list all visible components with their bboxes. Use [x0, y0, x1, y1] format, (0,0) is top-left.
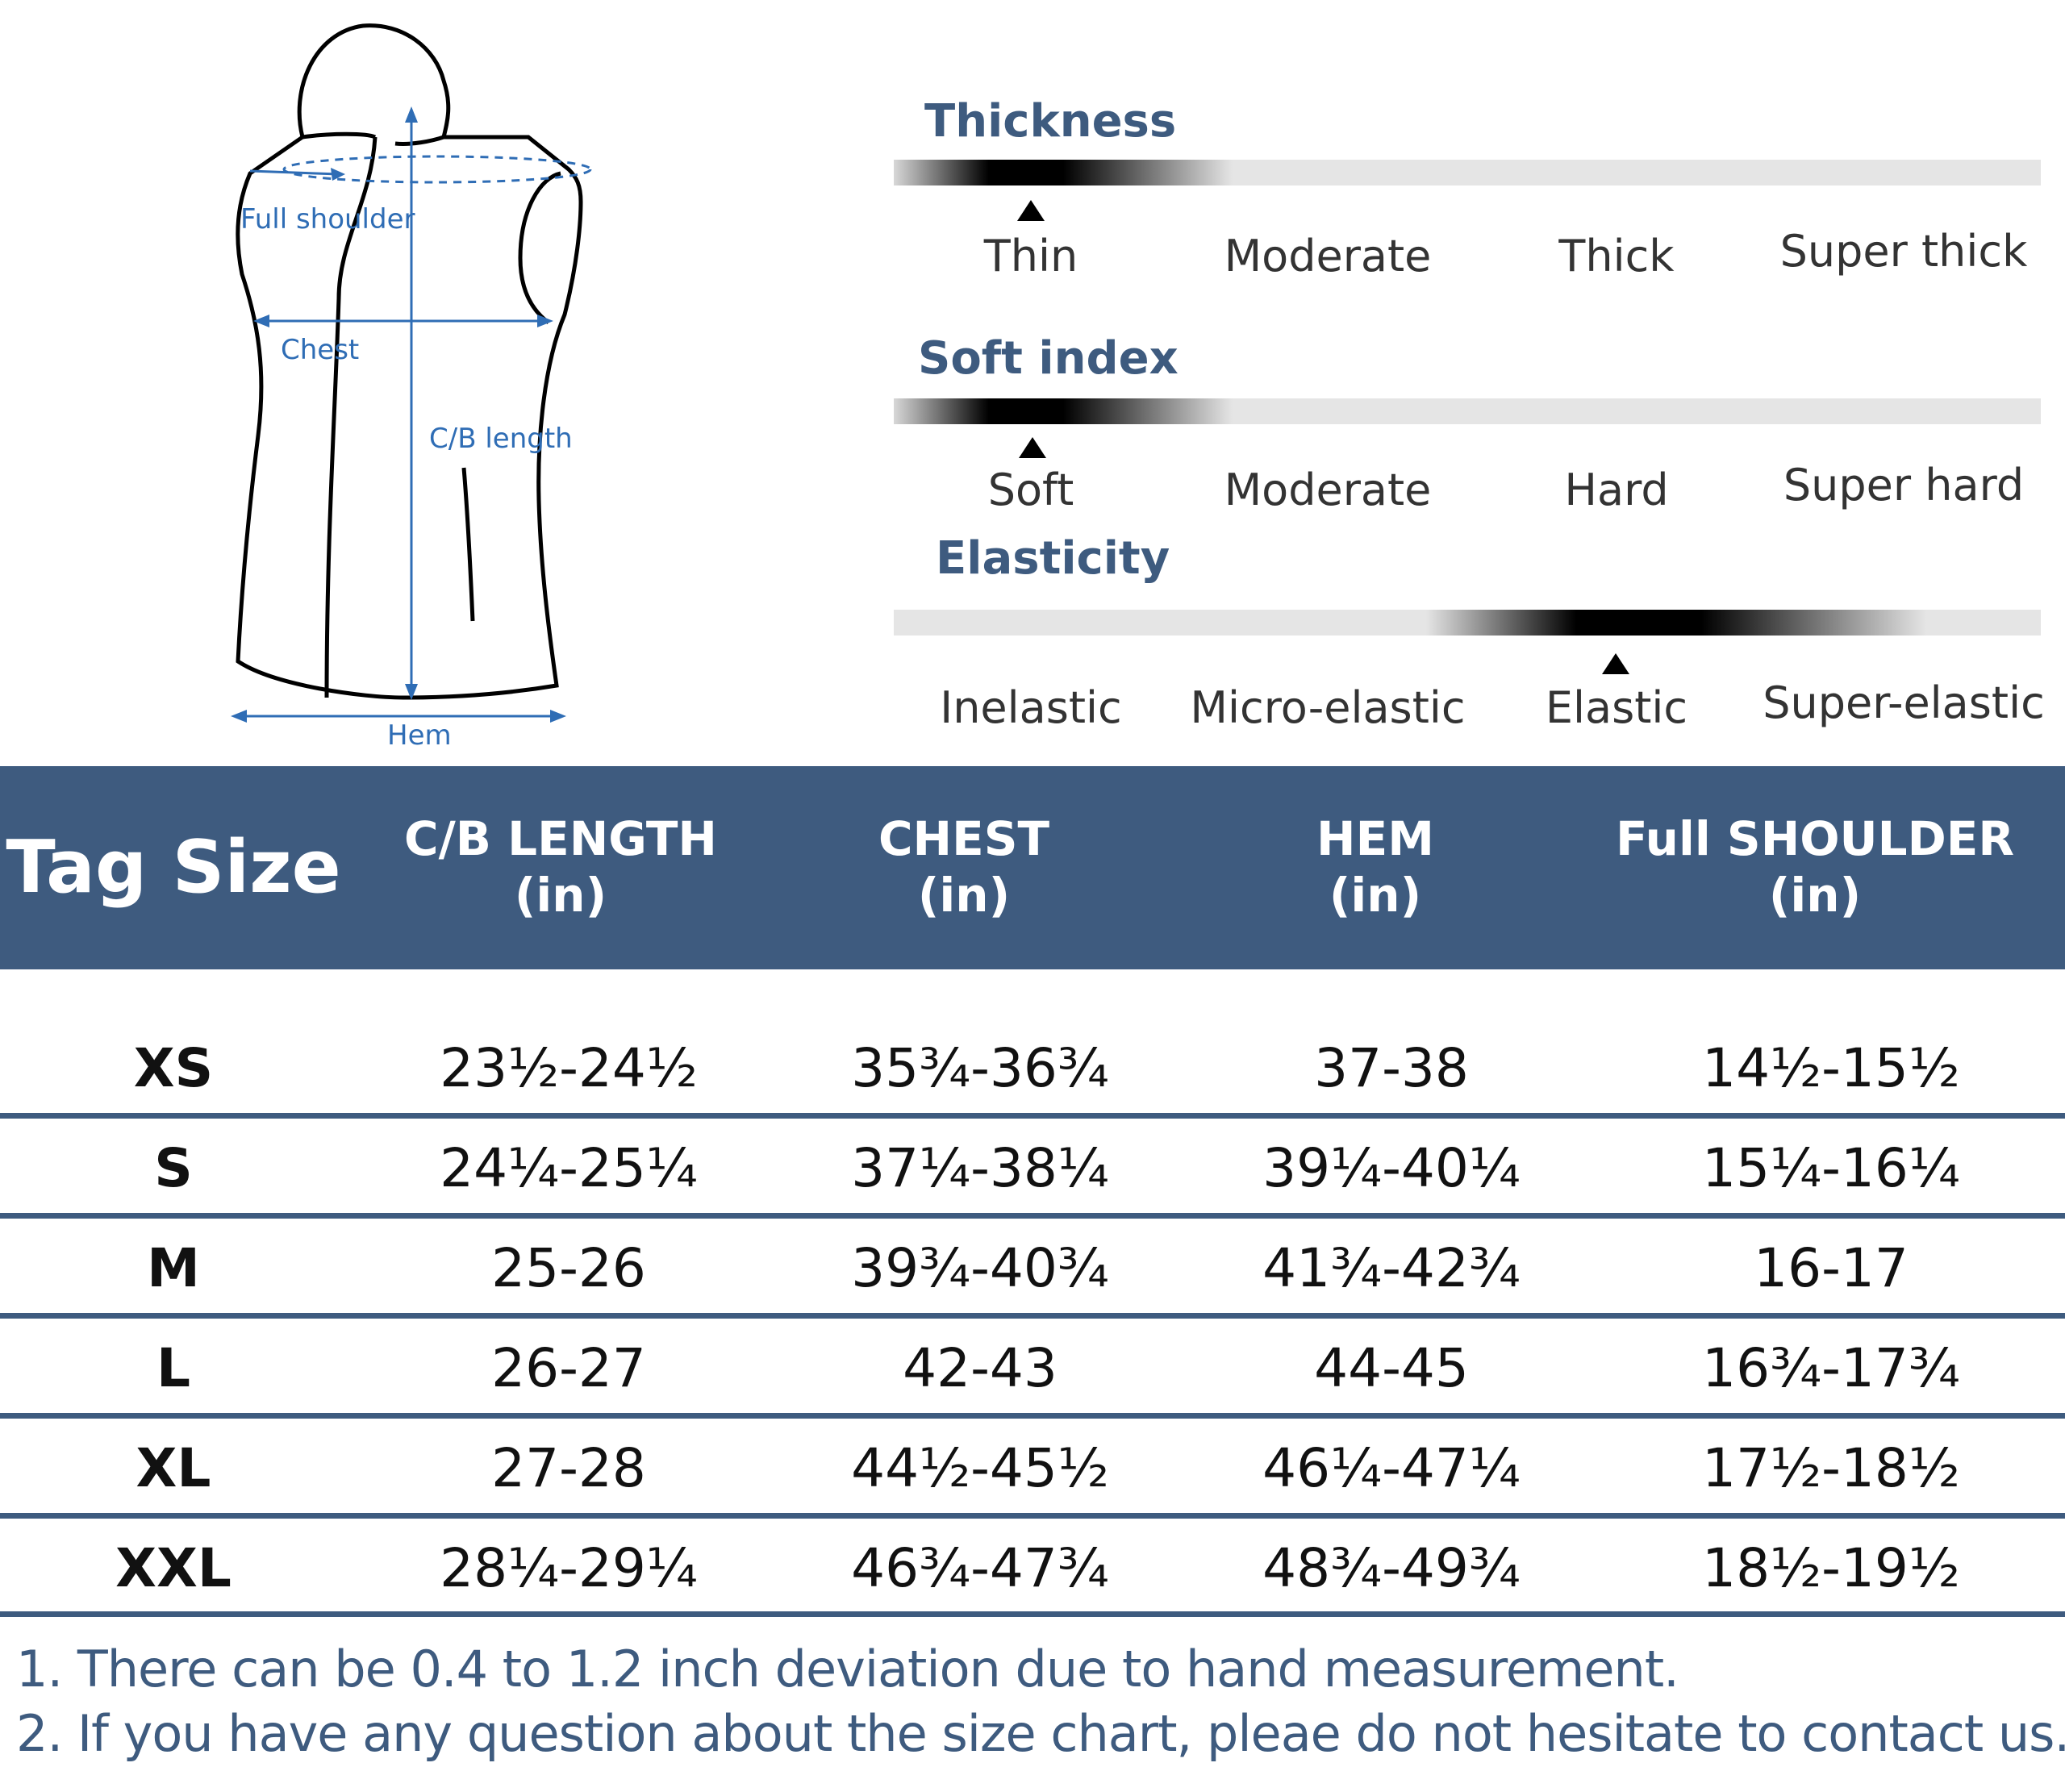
cell-cb-length: 25-26 — [491, 1236, 646, 1299]
table-row: M 25-26 39¾-40¾ 41¾-42¾ 16-17 — [0, 1218, 2065, 1318]
scale-title: Elasticity — [936, 532, 1170, 585]
cell-chest: 35¾-36¾ — [851, 1036, 1109, 1099]
cell-chest: 44½-45½ — [851, 1436, 1109, 1499]
header-tag-size: Tag Size — [6, 825, 341, 910]
header-cb-length: C/B LENGTH (in) — [379, 766, 742, 969]
scale-option: Thin — [983, 231, 1078, 281]
scale-option: Moderate — [1224, 465, 1432, 515]
product-attributes-panel: Full shoulder Chest C/B length Hem Thick… — [0, 0, 2065, 766]
pocket-line — [461, 467, 475, 622]
full-shoulder-label: Full shoulder — [240, 203, 415, 235]
row-divider — [0, 1113, 2065, 1119]
cell-chest: 46¾-47¾ — [851, 1536, 1109, 1599]
size-notes: 1. There can be 0.4 to 1.2 inch deviatio… — [16, 1637, 2065, 1766]
cell-chest: 37¼-38¼ — [851, 1136, 1109, 1199]
table-row: XXL 28¼-29¼ 46¾-47¾ 48¾-49¾ 18½-19½ — [0, 1518, 2065, 1618]
header-label: HEM — [1316, 811, 1434, 867]
cell-cb-length: 23½-24½ — [440, 1036, 698, 1099]
hood-outline — [297, 23, 451, 138]
cell-full-shoulder: 14½-15½ — [1702, 1036, 1960, 1099]
header-label: Full SHOULDER — [1615, 811, 2015, 867]
row-divider — [0, 1213, 2065, 1219]
header-full-shoulder: Full SHOULDER (in) — [1613, 766, 2017, 969]
cell-full-shoulder: 15¼-16¼ — [1702, 1136, 1960, 1199]
cell-hem: 44-45 — [1314, 1336, 1469, 1399]
cell-chest: 39¾-40¾ — [851, 1236, 1109, 1299]
header-hem: HEM (in) — [1218, 766, 1533, 969]
cell-size: M — [147, 1236, 200, 1299]
scale-option: Elastic — [1545, 682, 1688, 733]
selected-pointer-icon — [1017, 200, 1045, 221]
shoulder-measure-ellipse — [282, 155, 592, 184]
table-row: XS 23½-24½ 35¾-36¾ 37-38 14½-15½ — [0, 1018, 2065, 1118]
scale-option: Soft — [987, 465, 1074, 515]
cell-cb-length: 28¼-29¼ — [440, 1536, 698, 1599]
table-header: Tag Size C/B LENGTH (in) CHEST (in) HEM … — [0, 766, 2065, 969]
cell-hem: 48¾-49¾ — [1262, 1536, 1521, 1599]
hem-label: Hem — [387, 719, 452, 752]
scale-option: Inelastic — [940, 682, 1122, 733]
cell-full-shoulder: 17½-18½ — [1702, 1436, 1960, 1499]
scale-option: Thick — [1558, 231, 1675, 281]
note-line: 2. If you have any question about the si… — [16, 1704, 2065, 1763]
cell-full-shoulder: 18½-19½ — [1702, 1536, 1960, 1599]
cell-size: L — [156, 1336, 191, 1399]
cell-size: XS — [133, 1036, 214, 1099]
cell-full-shoulder: 16-17 — [1754, 1236, 1909, 1299]
vest-measurement-diagram — [231, 23, 592, 723]
cell-size: XXL — [115, 1536, 232, 1599]
scale-bar — [894, 398, 2041, 424]
header-chest: CHEST (in) — [807, 766, 1121, 969]
cell-hem: 37-38 — [1314, 1036, 1469, 1099]
cell-cb-length: 27-28 — [491, 1436, 646, 1499]
scale-option: Moderate — [1224, 231, 1432, 281]
scale-title: Soft index — [918, 332, 1179, 385]
scale-option: Super thick — [1779, 226, 2028, 277]
table-row: L 26-27 42-43 44-45 16¾-17¾ — [0, 1318, 2065, 1418]
cell-hem: 46¼-47¼ — [1262, 1436, 1521, 1499]
zipper-line — [324, 136, 378, 698]
vest-body-outline — [236, 135, 583, 700]
selected-pointer-icon — [1019, 437, 1046, 458]
cell-full-shoulder: 16¾-17¾ — [1702, 1336, 1960, 1399]
scale-option: Super hard — [1783, 460, 2025, 511]
selected-pointer-icon — [1602, 653, 1629, 674]
cell-hem: 41¾-42¾ — [1262, 1236, 1521, 1299]
row-divider — [0, 1513, 2065, 1519]
cell-size: S — [154, 1136, 193, 1199]
scale-title: Thickness — [924, 95, 1177, 148]
table-row: XL 27-28 44½-45½ 46¼-47¼ 17½-18½ — [0, 1418, 2065, 1518]
chest-label: Chest — [281, 334, 360, 366]
cell-chest: 42-43 — [903, 1336, 1058, 1399]
header-unit: (in) — [1329, 868, 1422, 923]
note-line: 1. There can be 0.4 to 1.2 inch deviatio… — [16, 1640, 1679, 1698]
cell-cb-length: 26-27 — [491, 1336, 646, 1399]
scale-option: Hard — [1564, 465, 1669, 515]
header-unit: (in) — [917, 868, 1011, 923]
arrow-icon — [331, 168, 345, 181]
header-label: CHEST — [878, 811, 1050, 867]
cell-cb-length: 24¼-25¼ — [440, 1136, 698, 1199]
armhole-outline — [518, 171, 561, 324]
scale-bar — [894, 610, 2041, 636]
header-unit: (in) — [514, 868, 607, 923]
cb-length-label: C/B length — [429, 423, 573, 455]
header-label: C/B LENGTH — [404, 811, 717, 867]
cell-hem: 39¼-40¼ — [1262, 1136, 1521, 1199]
scale-option: Micro-elastic — [1190, 682, 1466, 733]
row-divider — [0, 1413, 2065, 1419]
row-divider — [0, 1313, 2065, 1319]
scale-bar — [894, 160, 2041, 185]
table-row: S 24¼-25¼ 37¼-38¼ 39¼-40¼ 15¼-16¼ — [0, 1118, 2065, 1218]
cell-size: XL — [136, 1436, 211, 1499]
scale-option: Super-elastic — [1763, 677, 2045, 728]
header-unit: (in) — [1768, 868, 1862, 923]
row-divider — [0, 1611, 2065, 1617]
